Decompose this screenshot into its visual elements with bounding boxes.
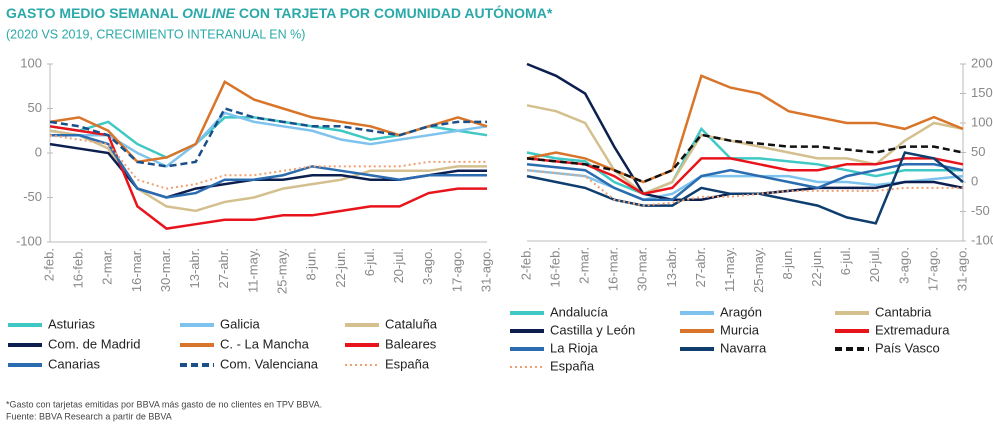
x-tick-label: 8-jun. bbox=[780, 247, 795, 280]
x-tick-label: 6-jul. bbox=[362, 248, 377, 276]
legend-label: Asturias bbox=[48, 316, 95, 331]
series-line bbox=[50, 133, 487, 199]
series-line bbox=[526, 104, 964, 196]
x-tick-label: 17-ago. bbox=[925, 247, 940, 291]
x-tick-label: 2-feb. bbox=[41, 248, 56, 281]
x-tick-label: 2-mar. bbox=[100, 248, 115, 285]
x-tick-label: 30-mar. bbox=[635, 247, 650, 291]
x-tick-label: 8-jun. bbox=[304, 248, 319, 281]
y-tick-label: -100 bbox=[16, 233, 42, 248]
x-tick-label: 16-feb. bbox=[71, 248, 86, 288]
x-tick-label: 22-jun. bbox=[809, 247, 824, 287]
x-tick-label: 11-may. bbox=[722, 247, 737, 292]
x-tick-label: 20-jul. bbox=[391, 248, 406, 283]
x-tick-label: 2-feb. bbox=[518, 247, 533, 280]
x-tick-label: 16-mar. bbox=[606, 247, 621, 291]
legend-label: Murcia bbox=[720, 322, 760, 337]
legend-label: Canarias bbox=[48, 356, 101, 371]
x-tick-label: 20-jul. bbox=[867, 247, 882, 282]
series-line bbox=[526, 133, 964, 184]
y-tick-label: -50 bbox=[971, 203, 990, 218]
x-tick-label: 30-mar. bbox=[158, 248, 173, 292]
x-tick-label: 25-may. bbox=[751, 247, 766, 293]
x-tick-label: 16-mar. bbox=[129, 248, 144, 292]
y-tick-label: 0 bbox=[35, 144, 42, 159]
legend-label: Castilla y León bbox=[550, 322, 635, 337]
x-tick-label: 17-ago. bbox=[449, 248, 464, 292]
y-tick-label: 200 bbox=[971, 55, 993, 70]
y-tick-label: -50 bbox=[23, 189, 42, 204]
legend-label: Cantabria bbox=[875, 304, 932, 319]
legend-label: C. - La Mancha bbox=[220, 336, 310, 351]
legend-label: Andalucía bbox=[550, 304, 609, 319]
title: GASTO MEDIO SEMANAL ONLINE CON TARJETA P… bbox=[6, 4, 553, 21]
x-tick-label: 11-may. bbox=[245, 248, 260, 293]
title-part: ONLINE bbox=[182, 5, 236, 21]
x-tick-label: 3-ago. bbox=[896, 247, 911, 284]
legend-label: La Rioja bbox=[550, 340, 598, 355]
y-tick-label: 0 bbox=[971, 173, 978, 188]
footnote: *Gasto con tarjetas emitidas por BBVA má… bbox=[6, 399, 322, 409]
y-tick-label: 100 bbox=[971, 114, 993, 129]
x-tick-label: 27-abr. bbox=[216, 248, 231, 288]
legend-label: Galicia bbox=[220, 316, 261, 331]
title-part: GASTO MEDIO SEMANAL bbox=[6, 5, 182, 21]
legend-label: España bbox=[385, 356, 430, 371]
series-line bbox=[49, 134, 487, 190]
legend-label: Com. de Madrid bbox=[48, 336, 140, 351]
x-tick-label: 22-jun. bbox=[333, 248, 348, 288]
series-line bbox=[526, 151, 964, 225]
title-part: CON TARJETA POR COMUNIDAD AUTÓNOMA* bbox=[235, 4, 553, 21]
x-tick-label: 2-mar. bbox=[577, 247, 592, 284]
legend-label: Extremadura bbox=[875, 322, 950, 337]
y-tick-label: 50 bbox=[971, 144, 985, 159]
y-tick-label: 150 bbox=[971, 85, 993, 100]
legend-label: Aragón bbox=[720, 304, 762, 319]
series-line bbox=[526, 168, 964, 202]
legend-label: Navarra bbox=[720, 340, 767, 355]
series-line bbox=[526, 157, 964, 196]
x-tick-label: 25-may. bbox=[275, 248, 290, 294]
x-tick-label: 6-jul. bbox=[838, 247, 853, 275]
y-tick-label: 50 bbox=[28, 100, 42, 115]
y-tick-label: 100 bbox=[20, 55, 42, 70]
series-line bbox=[49, 125, 487, 230]
x-tick-label: 31-ago. bbox=[478, 248, 493, 292]
footnote: Fuente: BBVA Research a partir de BBVA bbox=[6, 411, 172, 421]
series-line bbox=[526, 74, 964, 184]
series-line bbox=[49, 107, 487, 168]
legend-label: País Vasco bbox=[875, 340, 940, 355]
legend-label: España bbox=[550, 358, 595, 373]
x-tick-label: 27-abr. bbox=[693, 247, 708, 287]
subtitle: (2020 VS 2019, CRECIMIENTO INTERANUAL EN… bbox=[6, 27, 305, 41]
legend-label: Com. Valenciana bbox=[220, 356, 319, 371]
x-tick-label: 13-abr. bbox=[187, 248, 202, 288]
series-line bbox=[49, 111, 488, 168]
x-tick-label: 31-ago. bbox=[954, 247, 969, 291]
x-tick-label: 13-abr. bbox=[664, 247, 679, 287]
series-line bbox=[526, 163, 964, 201]
y-tick-label: -100 bbox=[971, 232, 993, 247]
x-tick-label: 3-ago. bbox=[420, 248, 435, 285]
series-line bbox=[526, 126, 963, 196]
legend-label: Baleares bbox=[385, 336, 437, 351]
legend-label: Cataluña bbox=[385, 316, 438, 331]
x-tick-label: 16-feb. bbox=[548, 247, 563, 287]
